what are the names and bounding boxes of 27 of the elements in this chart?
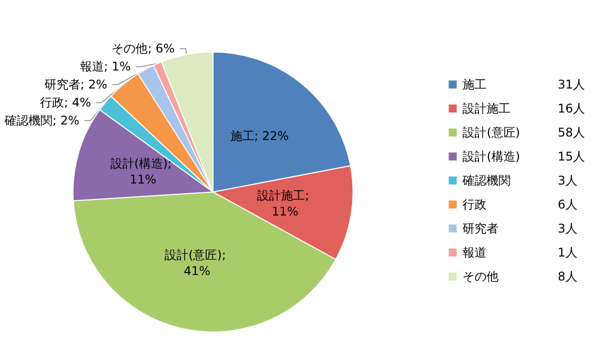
data-label: 施工; 22% — [230, 128, 289, 143]
data-label: 設計(意匠); 41% — [164, 248, 230, 278]
data-label: 設計施工; 11% — [257, 188, 314, 218]
text: 1人 — [558, 246, 578, 260]
legend-label: 行政 — [462, 198, 487, 212]
data-label: 報道; 1% — [80, 60, 131, 74]
legend-label: 設計(意匠) — [462, 126, 520, 140]
data-label: 研究者; 2% — [44, 78, 108, 92]
legend-label: 施工 — [462, 78, 487, 92]
text: 8人 — [558, 270, 578, 284]
text: 16人 — [558, 102, 586, 116]
legend-label: 設計(構造) — [462, 150, 520, 164]
legend-label: 確認機関 — [462, 174, 511, 188]
legend-label: 研究者 — [462, 222, 499, 236]
text: 31人 — [558, 78, 586, 92]
legend-label: その他 — [462, 270, 499, 284]
data-label: その他; 6% — [112, 42, 175, 56]
text: 3人 — [558, 174, 578, 188]
data-label: 確認機関; 2% — [3, 114, 80, 128]
legend-label: 報道 — [462, 246, 487, 260]
text: 15人 — [558, 150, 586, 164]
data-label: 設計(構造); 11% — [110, 156, 176, 187]
text: 3人 — [558, 222, 578, 236]
data-label: 行政; 4% — [40, 96, 92, 110]
legend-label: 設計施工 — [462, 102, 511, 116]
text: 6人 — [558, 198, 578, 212]
text: 58人 — [558, 126, 586, 140]
